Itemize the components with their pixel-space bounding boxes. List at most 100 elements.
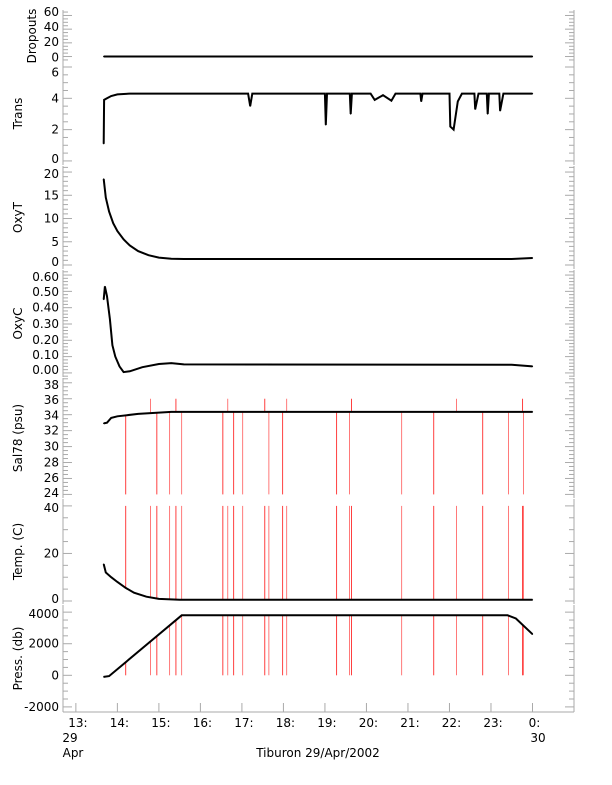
data-point (105, 571, 107, 574)
y-axis-label: Trans (11, 98, 25, 131)
y-axis-label: Temp. (C) (11, 523, 25, 581)
y-tick-label: 30 (44, 440, 59, 454)
data-point (103, 143, 105, 145)
x-tick-label: 14: (110, 716, 129, 730)
series-line (103, 614, 534, 678)
data-point (116, 581, 118, 583)
x-date-start-day: 29 (62, 731, 77, 745)
data-point (506, 614, 509, 616)
y-tick-label: 40 (44, 20, 59, 34)
y-tick-label: 26 (44, 471, 59, 485)
y-tick-label: 0 (51, 50, 59, 64)
data-point (137, 250, 139, 252)
data-point (477, 93, 480, 95)
x-tick-label: 21: (400, 716, 419, 730)
y-tick-label: 40 (44, 501, 59, 515)
data-point (109, 318, 111, 320)
data-point (108, 210, 110, 213)
y-tick-label: 32 (44, 424, 59, 438)
x-tick-label: 23: (483, 716, 502, 730)
y-tick-label: 10 (44, 212, 59, 226)
data-point (183, 258, 185, 260)
data-point (103, 99, 105, 101)
y-tick-label: 0 (51, 592, 59, 606)
y-tick-label: 20 (44, 35, 59, 49)
data-point (110, 95, 112, 97)
data-point (103, 55, 105, 58)
x-tick-label: 19: (317, 716, 336, 730)
data-point (349, 93, 351, 95)
data-point (461, 93, 463, 95)
data-point (103, 298, 105, 301)
y-tick-label: -2000 (24, 700, 59, 714)
data-point (103, 676, 105, 678)
data-point (179, 599, 181, 601)
data-point (531, 55, 534, 58)
y-axis-label: Sal78 (psu) (11, 404, 25, 472)
y-tick-label: 34 (44, 408, 59, 422)
data-point (103, 178, 105, 180)
x-axis: 13: 14: 15: 16: 17: 18: 19: 20: 21: 22: 23: 0: (63, 703, 574, 730)
y-tick-label: 20 (44, 546, 59, 560)
data-point (118, 365, 121, 367)
y-tick-label: 0.40 (32, 301, 59, 315)
y-tick-label: 0 (51, 668, 59, 682)
data-point (106, 97, 108, 99)
y-tick-label: 4000 (28, 607, 59, 621)
data-point (324, 93, 326, 95)
y-tick-label: 0.30 (32, 317, 59, 331)
data-point (531, 93, 534, 95)
data-point (486, 93, 488, 95)
data-point (112, 222, 114, 224)
y-tick-label: 15 (44, 188, 59, 202)
x-tick-label: 17: (234, 716, 253, 730)
y-axis-label: Dropouts (25, 9, 39, 64)
x-tick-label: 15: (151, 716, 170, 730)
data-point (103, 422, 105, 425)
series-line (103, 410, 533, 425)
data-point (123, 371, 125, 373)
data-point (110, 417, 112, 419)
data-point (420, 100, 422, 103)
data-point (110, 576, 112, 578)
data-point (515, 617, 517, 620)
y-tick-label: 2 (51, 123, 59, 137)
data-point (249, 105, 251, 107)
data-point (158, 256, 160, 259)
data-point (502, 93, 505, 95)
data-point (511, 258, 513, 260)
y-axis-label: OxyT (11, 201, 25, 233)
data-point (531, 411, 534, 413)
data-point (531, 257, 534, 259)
data-point (116, 415, 118, 417)
y-tick-label: 0.50 (32, 285, 59, 299)
data-point (123, 238, 125, 241)
y-tick-label: 5 (51, 235, 59, 249)
data-point (106, 422, 108, 424)
data-point (499, 110, 501, 112)
data-point (390, 100, 392, 102)
data-point (421, 93, 424, 95)
y-tick-label: 60 (44, 5, 59, 19)
data-point (141, 366, 143, 368)
series-line (102, 286, 533, 374)
data-point (129, 93, 131, 95)
data-point (108, 675, 110, 677)
data-point (369, 93, 372, 95)
y-tick-label: 28 (44, 456, 59, 470)
data-point (487, 113, 489, 115)
data-point (453, 129, 455, 131)
data-point (449, 125, 451, 128)
data-point (251, 93, 253, 95)
data-point (116, 230, 118, 232)
data-point (448, 93, 451, 95)
data-point (133, 592, 135, 594)
data-point (350, 113, 352, 115)
x-tick-label: 20: (359, 716, 378, 730)
y-tick-label: 0.00 (32, 363, 59, 377)
data-point (325, 124, 327, 126)
y-tick-label: 0.60 (32, 270, 59, 284)
data-point (114, 356, 116, 358)
y-tick-label: 0 (51, 255, 59, 269)
